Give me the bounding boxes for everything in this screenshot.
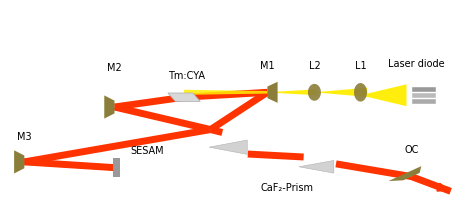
Bar: [412, 99, 436, 104]
Text: L2: L2: [309, 61, 320, 71]
Text: CaF₂-Prism: CaF₂-Prism: [261, 183, 313, 193]
Bar: [412, 87, 436, 92]
Text: Tm:CYA: Tm:CYA: [167, 71, 205, 81]
Polygon shape: [168, 93, 201, 101]
Polygon shape: [14, 150, 24, 174]
Polygon shape: [361, 84, 407, 106]
Text: Laser diode: Laser diode: [388, 59, 445, 69]
Polygon shape: [389, 166, 421, 181]
Polygon shape: [265, 89, 317, 95]
Bar: [412, 93, 436, 98]
Text: M2: M2: [107, 63, 122, 73]
Polygon shape: [354, 83, 367, 101]
Bar: [113, 158, 120, 177]
Polygon shape: [267, 82, 278, 103]
Text: M1: M1: [260, 61, 275, 71]
Text: M3: M3: [17, 132, 32, 142]
Polygon shape: [104, 95, 115, 119]
Polygon shape: [314, 88, 367, 97]
Text: SESAM: SESAM: [130, 146, 164, 156]
Polygon shape: [308, 84, 321, 101]
Polygon shape: [184, 90, 268, 95]
Polygon shape: [299, 160, 334, 173]
Text: L1: L1: [355, 61, 366, 71]
Polygon shape: [209, 140, 247, 154]
Text: OC: OC: [404, 145, 419, 155]
